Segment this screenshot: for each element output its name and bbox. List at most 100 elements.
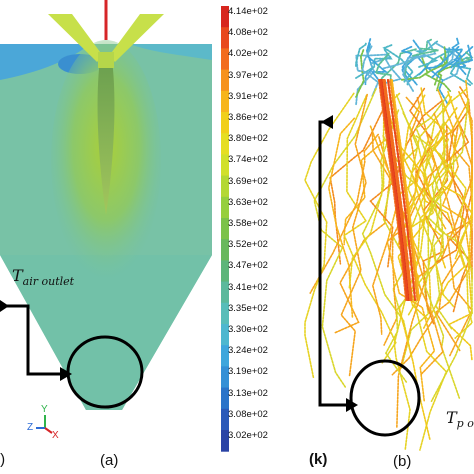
particle-trajectory bbox=[455, 44, 474, 76]
particle-trajectory bbox=[313, 87, 377, 388]
particle-trajectory bbox=[379, 79, 409, 301]
tair-sub: air outlet bbox=[22, 275, 75, 289]
particle-trajectory bbox=[382, 135, 442, 370]
colorbar-swatch bbox=[221, 27, 229, 49]
particle-trajectory bbox=[369, 125, 436, 403]
particle-trajectory bbox=[382, 44, 414, 84]
tair-outlet-label: Tair outlet bbox=[12, 266, 74, 288]
atomizer-right-arm bbox=[109, 14, 164, 62]
particle-trajectory bbox=[415, 93, 461, 399]
colorbar-unit-label: (k) bbox=[309, 451, 328, 468]
particle-arrow-bottom-head bbox=[346, 398, 358, 412]
particle-trajectory bbox=[386, 79, 416, 301]
colorbar-tick-label: 3.58e+02 bbox=[228, 218, 268, 229]
particle-trajectory bbox=[434, 41, 462, 81]
colorbar-tick-label: 3.52e+02 bbox=[228, 239, 268, 251]
colorbar-swatch bbox=[221, 175, 229, 198]
particle-trajectory bbox=[399, 45, 418, 86]
particle-trajectory bbox=[453, 51, 474, 65]
colorbar-swatch bbox=[221, 112, 229, 134]
tpo-main: T bbox=[446, 408, 457, 427]
particle-trajectory bbox=[389, 79, 419, 301]
particle-trajectory bbox=[304, 92, 355, 379]
particle-trajectory bbox=[441, 79, 473, 279]
colorbar-swatch bbox=[221, 387, 229, 410]
colorbar-swatch bbox=[221, 196, 229, 219]
particle-trajectory bbox=[430, 103, 473, 402]
atomizer-tip bbox=[98, 52, 114, 68]
colorbar-tick-label: 3.41e+02 bbox=[228, 281, 268, 293]
particle-trajectory bbox=[441, 49, 456, 70]
particle-trajectory bbox=[449, 37, 463, 69]
colorbar-tick-label: 4.14e+02 bbox=[228, 6, 268, 17]
particle-trajectory bbox=[309, 133, 379, 294]
particle-outlet-circle bbox=[349, 359, 421, 437]
colorbar-tick-label: 3.35e+02 bbox=[228, 302, 268, 314]
colorbar-swatch bbox=[221, 133, 229, 155]
colorbar-tick-label: 4.08e+02 bbox=[228, 27, 268, 39]
edge-fragment-label: :) bbox=[0, 451, 6, 468]
colorbar-tick-label: 4.02e+02 bbox=[228, 48, 268, 60]
outlet-arrow-right-head bbox=[60, 367, 72, 381]
lower-cone-region bbox=[0, 255, 212, 410]
plume-core bbox=[97, 60, 115, 215]
particle-arrow-top-head bbox=[321, 115, 333, 129]
particle-trajectory bbox=[415, 91, 473, 375]
particle-trajectory bbox=[355, 42, 367, 67]
colorbar-tick-label: 3.02e+02 bbox=[228, 430, 268, 441]
colorbar-swatch bbox=[221, 366, 229, 389]
colorbar-tick-label: 3.08e+02 bbox=[228, 408, 268, 420]
colorbar-swatch bbox=[221, 324, 229, 346]
colorbar-tick-label: 3.69e+02 bbox=[228, 175, 268, 187]
particle-trajectory bbox=[440, 90, 473, 260]
colorbar-tick-label: 3.91e+02 bbox=[228, 90, 268, 102]
tpo-sub: p o bbox=[456, 417, 474, 431]
particle-trajectory bbox=[416, 55, 449, 105]
colorbar-swatch bbox=[221, 90, 229, 113]
particle-trajectory bbox=[361, 45, 380, 97]
tair-main: T bbox=[12, 266, 23, 285]
colorbar-swatch bbox=[221, 218, 229, 240]
colorbar-swatch bbox=[221, 345, 229, 367]
particle-trajectory bbox=[414, 40, 439, 69]
colorbar-tick-label: 3.80e+02 bbox=[228, 133, 268, 145]
particle-trajectory bbox=[402, 94, 466, 329]
particle-trajectory bbox=[410, 47, 439, 58]
colorbar-tick-label: 3.30e+02 bbox=[228, 324, 268, 335]
colorbar-swatch bbox=[221, 154, 229, 177]
colorbar bbox=[221, 6, 229, 452]
atomizer-left-arm bbox=[48, 14, 103, 62]
panel-a-label: (a) bbox=[100, 452, 119, 469]
outlet-arrow-left-head bbox=[0, 300, 9, 312]
particle-trajectory bbox=[400, 46, 448, 81]
outlet-bracket-line bbox=[3, 304, 62, 376]
trajectory-panel-b bbox=[304, 37, 474, 451]
colorbar-tick-label: 3.74e+02 bbox=[228, 154, 268, 166]
colorbar-tick-label: 3.19e+02 bbox=[228, 366, 268, 378]
colorbar-tick-label: 3.13e+02 bbox=[228, 387, 268, 399]
particle-trajectory bbox=[361, 109, 413, 358]
colorbar-swatch bbox=[221, 408, 229, 431]
particle-trajectory bbox=[390, 79, 420, 301]
particle-trajectory bbox=[382, 79, 412, 301]
axis-x-label: X bbox=[52, 430, 59, 441]
colorbar-tick-label: 3.24e+02 bbox=[228, 345, 268, 357]
axis-y-label: Y bbox=[41, 404, 48, 415]
colorbar-swatch bbox=[221, 281, 229, 304]
particle-trajectory bbox=[440, 138, 473, 339]
colorbar-tick-label: 3.86e+02 bbox=[228, 112, 268, 123]
particle-trajectory bbox=[343, 94, 397, 364]
axis-z-label: Z bbox=[27, 422, 34, 433]
panel-b-label: (b) bbox=[393, 453, 412, 470]
colorbar-swatch bbox=[221, 69, 229, 92]
particle-trajectory bbox=[371, 112, 449, 335]
particle-trajectory bbox=[374, 52, 392, 84]
colorbar-swatch bbox=[221, 302, 229, 325]
colorbar-swatch bbox=[221, 48, 229, 71]
colorbar-tick-label: 3.97e+02 bbox=[228, 69, 268, 81]
particle-trajectory bbox=[410, 107, 458, 270]
colorbar-swatch bbox=[221, 430, 229, 452]
colorbar-tick-label: 3.47e+02 bbox=[228, 260, 268, 272]
particle-trajectory bbox=[378, 79, 407, 301]
